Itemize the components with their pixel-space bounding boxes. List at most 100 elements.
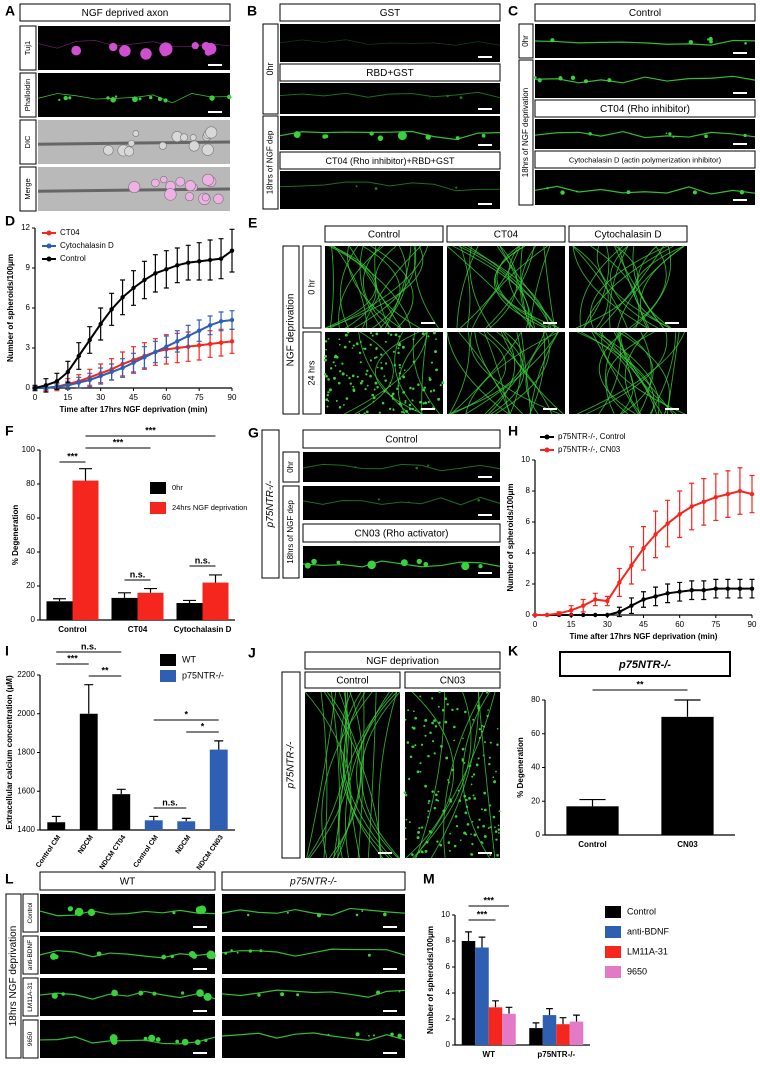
fragment [421, 332, 425, 336]
y-axis-label: Number of spheroids/100μm [506, 483, 515, 591]
panel-letter: J [248, 645, 256, 661]
data-point [109, 307, 114, 312]
fragment [409, 407, 412, 411]
error-bar [478, 936, 486, 948]
fragment [486, 714, 489, 718]
spheroid [668, 132, 672, 136]
scale-bar [478, 852, 492, 854]
fragment [341, 362, 344, 365]
axon [279, 181, 501, 192]
fragment [409, 386, 412, 390]
legend-label: p75NTR-/-, Control [558, 432, 626, 441]
fragment [419, 762, 422, 765]
fragment [494, 826, 496, 829]
neurite [344, 691, 390, 859]
fragment [458, 799, 462, 802]
data-point [218, 340, 224, 345]
x-tick-label: Cytochalasin D [174, 625, 232, 634]
spheroid [138, 990, 144, 996]
spheroid [50, 952, 57, 960]
significance-label: *** [483, 895, 494, 905]
data-point [737, 586, 743, 591]
fragment [428, 799, 431, 803]
neurite [629, 245, 667, 329]
significance-label: ** [636, 679, 644, 689]
fragment [442, 809, 446, 813]
fragment [323, 358, 327, 362]
neurite [340, 691, 393, 859]
fragment [399, 377, 401, 380]
spheroid [67, 906, 74, 912]
bar [661, 716, 714, 835]
neurite [377, 691, 398, 859]
fragment [487, 709, 489, 711]
legend-swatch [160, 670, 176, 682]
fragment [402, 391, 405, 394]
fragment [424, 734, 427, 737]
fragment [463, 794, 467, 798]
bar [556, 1024, 570, 1045]
column-label: GST [380, 8, 401, 19]
fragment [352, 344, 355, 347]
y-tick-label: 40 [26, 547, 35, 556]
spheroid [152, 991, 157, 996]
fragment [462, 737, 464, 740]
spheroid [230, 949, 233, 952]
fragment [396, 387, 399, 391]
spheroid [327, 1033, 330, 1036]
error-bar [181, 817, 191, 822]
spheroid [446, 94, 449, 98]
data-point [532, 612, 538, 618]
fragment [431, 721, 434, 725]
spheroid [376, 990, 381, 995]
axon [302, 463, 501, 472]
neurite [329, 245, 334, 329]
spheroid [408, 501, 410, 503]
fragment [464, 710, 467, 714]
micrograph [279, 83, 501, 114]
x-tick-label: 45 [129, 393, 138, 402]
fragment [439, 843, 443, 847]
row-label: 0hr [286, 461, 295, 473]
legend-marker [46, 243, 52, 249]
fragment [482, 824, 486, 828]
scale-bar [733, 92, 747, 94]
neurite [338, 245, 384, 329]
spheroid [336, 560, 341, 565]
data-point [229, 317, 235, 323]
axon [39, 990, 216, 1000]
panel-letter: E [248, 215, 257, 231]
fragment [483, 791, 487, 795]
neurite [624, 331, 648, 415]
fragment [324, 373, 327, 376]
fragment [376, 386, 379, 389]
data-point [581, 612, 586, 618]
fragment [417, 830, 420, 834]
row-label: 24 hrs [306, 360, 316, 386]
fragment [435, 793, 438, 797]
x-tick-label: CN03 [677, 840, 698, 849]
legend-label: Control [60, 254, 86, 263]
data-point [65, 383, 71, 388]
y-tick-label: 40 [531, 763, 540, 772]
spheroid [459, 96, 463, 100]
micrograph [403, 690, 501, 859]
spheroid [106, 96, 110, 100]
fragment [448, 849, 451, 852]
neurite [489, 245, 518, 329]
fragment [424, 849, 428, 853]
y-tick-label: 60 [531, 729, 540, 738]
bar [475, 947, 489, 1045]
spheroid [416, 558, 422, 565]
spheroid [455, 186, 458, 189]
bar [47, 822, 66, 830]
neurite [414, 245, 439, 329]
panel-letter: M [423, 871, 435, 887]
fragment [494, 830, 498, 833]
column-label: p75NTR-/- [289, 877, 337, 888]
neurite [632, 245, 672, 329]
x-tick-label: 30 [603, 620, 612, 629]
micrograph-background [569, 332, 687, 414]
fragment [402, 411, 405, 414]
fragment [461, 759, 464, 762]
